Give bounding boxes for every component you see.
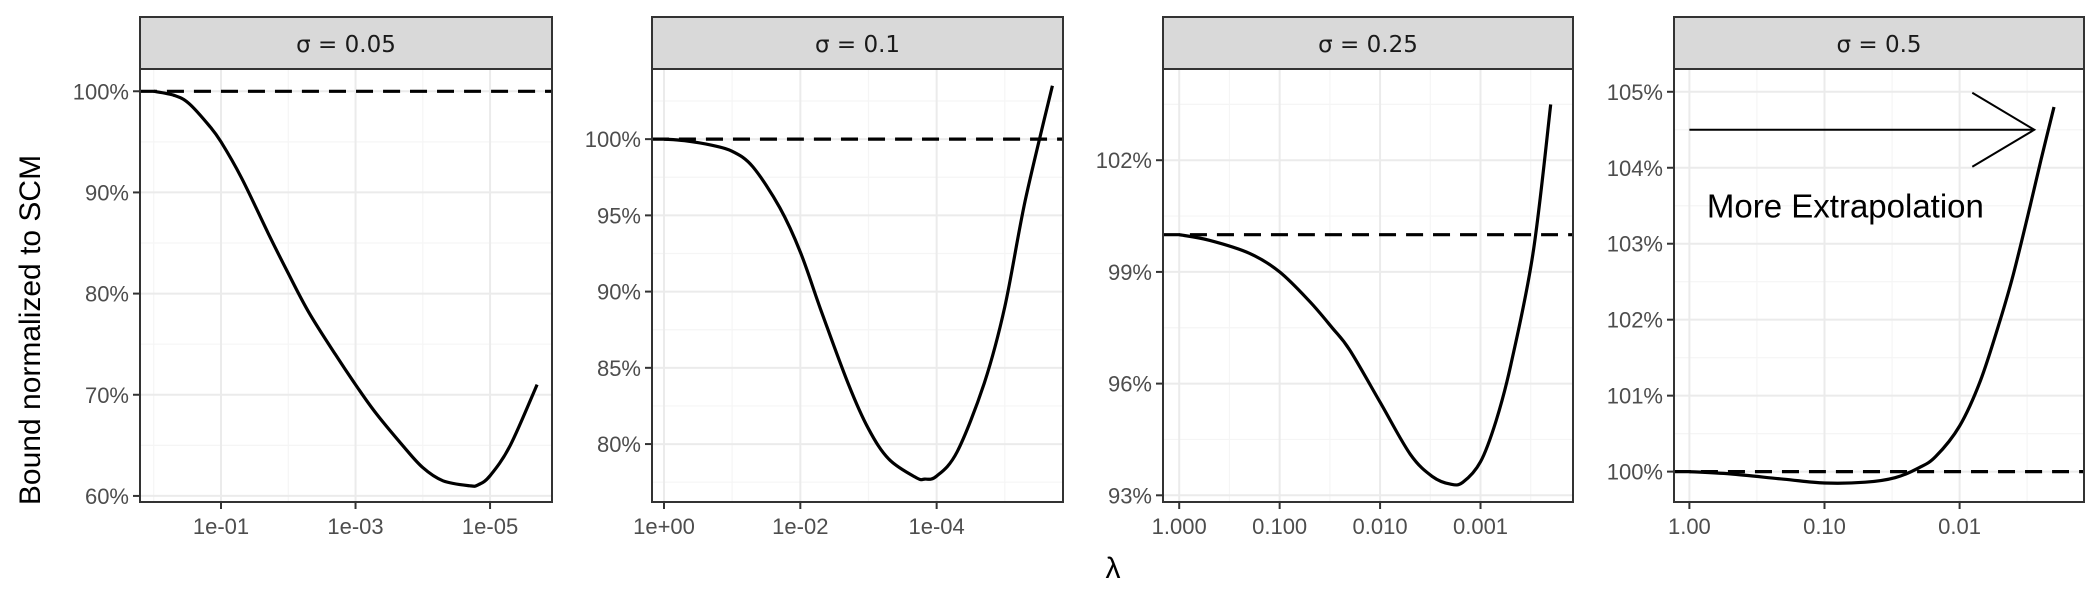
y-tick-label: 93% — [1108, 483, 1152, 508]
facet-strip — [1162, 16, 1574, 70]
x-tick-label: 1e-03 — [327, 514, 383, 539]
y-tick-label: 102% — [1096, 148, 1152, 173]
y-tick-label: 95% — [597, 203, 641, 228]
x-axis-title: λ — [1106, 552, 1121, 585]
panel-1: σ = 0.05 60% 70% 80% 90% 100% 1e-01 1e-03 1e-05 — [73, 16, 553, 539]
facet-strip-label: σ = 0.05 — [296, 32, 396, 58]
y-axis-title: Bound normalized to SCM — [14, 155, 47, 505]
x-tick-label: 0.10 — [1803, 514, 1846, 539]
y-tick-label: 103% — [1607, 232, 1663, 257]
facet-strip-label: σ = 0.25 — [1318, 32, 1418, 58]
y-tick-label: 104% — [1607, 156, 1663, 181]
facet-strip-label: σ = 0.5 — [1836, 32, 1921, 58]
y-tick-label: 100% — [73, 79, 129, 104]
y-tick-label: 102% — [1607, 308, 1663, 333]
panel-4: More Extrapolation σ = 0.5 100% 101% 102% 103… — [1607, 16, 2085, 539]
bound-curve — [153, 89, 539, 488]
x-tick-label: 1.000 — [1152, 514, 1207, 539]
y-tick-label: 80% — [85, 282, 129, 307]
panel-background — [1163, 69, 1573, 502]
x-tick-label: 0.01 — [1938, 514, 1981, 539]
panel-background — [1674, 69, 2084, 502]
bound-curve — [1178, 104, 1553, 487]
facet-strip — [1673, 16, 2085, 70]
facet-strip-label: σ = 0.1 — [815, 32, 900, 58]
y-tick-label: 100% — [1607, 460, 1663, 485]
y-tick-label: 99% — [1108, 260, 1152, 285]
x-tick-label: 1.00 — [1668, 514, 1711, 539]
y-tick-label: 105% — [1607, 80, 1663, 105]
x-tick-label: 0.001 — [1453, 514, 1508, 539]
y-tick-label: 85% — [597, 356, 641, 381]
panel-background — [652, 69, 1063, 502]
facet-strip — [139, 16, 553, 70]
y-tick-label: 80% — [597, 432, 641, 457]
y-tick-label: 90% — [85, 180, 129, 205]
panel-3: σ = 0.25 93% 96% 99% 102% 1.000 0.100 0.010 0.00… — [1096, 16, 1574, 539]
y-tick-label: 70% — [85, 383, 129, 408]
panel-background — [140, 69, 552, 502]
y-tick-label: 96% — [1108, 372, 1152, 397]
x-tick-label: 0.100 — [1252, 514, 1307, 539]
facet-strip — [651, 16, 1064, 70]
bound-curve — [1689, 106, 2056, 485]
panel-2: σ = 0.1 80% 85% 90% 95% 100% 1e+00 1e-02 1e-04 — [585, 16, 1064, 539]
x-tick-label: 0.010 — [1353, 514, 1408, 539]
arrow-head — [1971, 91, 2037, 168]
x-tick-label: 1e-01 — [193, 514, 249, 539]
bound-curve — [663, 85, 1054, 482]
y-tick-label: 60% — [85, 484, 129, 509]
y-tick-label: 90% — [597, 280, 641, 305]
x-tick-label: 1e-05 — [462, 514, 518, 539]
x-tick-label: 1e-02 — [772, 514, 828, 539]
x-tick-label: 1e+00 — [633, 514, 695, 539]
y-tick-label: 100% — [585, 127, 641, 152]
x-tick-label: 1e-04 — [909, 514, 965, 539]
annotation-text: More Extrapolation — [1707, 188, 1984, 225]
y-tick-label: 101% — [1607, 384, 1663, 409]
